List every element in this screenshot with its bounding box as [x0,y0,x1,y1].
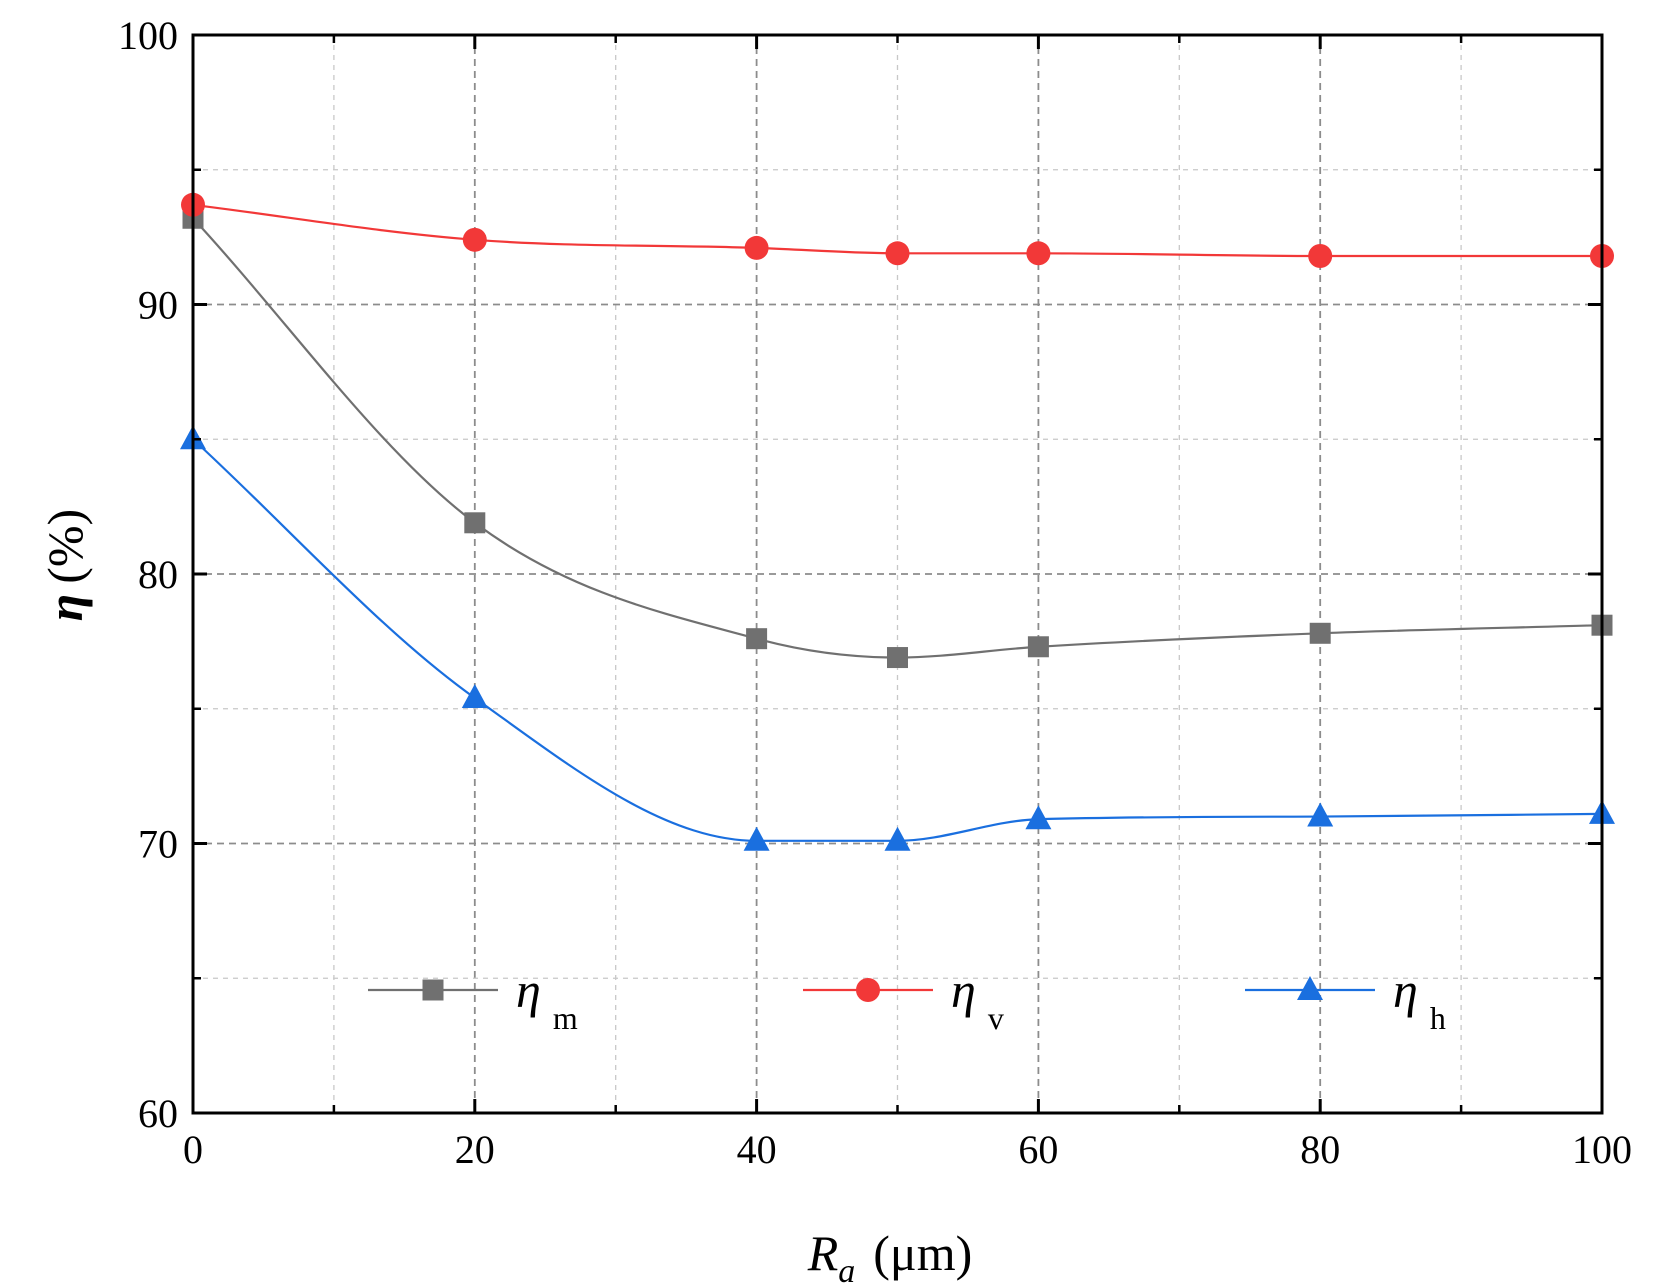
data-point-v [744,235,769,260]
y-tick-label: 60 [138,1091,178,1136]
data-point-h [461,683,488,708]
legend-symbol: η [516,962,541,1018]
legend-marker-m [422,979,444,1001]
data-point-v [462,227,487,252]
data-point-m [464,512,486,534]
data-point-h [1025,805,1052,830]
x-tick-label: 100 [1572,1127,1632,1172]
y-tick-label: 100 [118,13,178,58]
x-tick-label: 60 [1018,1127,1058,1172]
tick-labels: 0 20 40 60 80 100 60 70 80 90 100 [118,13,1632,1172]
data-point-v [1308,243,1333,268]
data-point-m [746,628,768,650]
x-axis-title: Ra (μm) [807,1225,973,1286]
x-axis-unit: (μm) [873,1225,972,1281]
legend-marker-v [856,978,880,1002]
legend-symbol: η [1393,962,1418,1018]
grid [193,35,1602,1113]
y-tick-label: 90 [138,283,178,328]
x-tick-label: 20 [455,1127,495,1172]
data-point-h [1307,802,1334,827]
series-h [180,425,1615,851]
series-m [182,207,1613,669]
x-axis-main: R [807,1225,839,1281]
data-point-h [884,826,911,851]
data-point-v [885,241,910,266]
data-point-m [1027,636,1049,658]
x-tick-label: 80 [1300,1127,1340,1172]
y-axis-symbol: η [37,594,93,621]
legend-symbol: η [951,962,976,1018]
x-axis-sub: a [838,1253,855,1286]
legend-subscript: v [988,1000,1004,1036]
legend-marker-h [1297,976,1323,1000]
y-axis-title: η (%) [37,509,93,621]
data-point-m [887,647,908,669]
y-axis-unit: (%) [37,509,93,584]
y-tick-label: 80 [138,552,178,597]
x-tick-label: 40 [737,1127,777,1172]
x-tick-label: 0 [183,1127,203,1172]
legend-subscript: m [553,1000,578,1036]
data-point-h [743,826,770,851]
data-point-v [1026,241,1051,266]
y-tick-label: 70 [138,822,178,867]
ticks [191,33,1604,1115]
series-layer [180,192,1615,851]
legend-subscript: h [1430,1000,1446,1036]
data-point-m [1309,622,1331,644]
